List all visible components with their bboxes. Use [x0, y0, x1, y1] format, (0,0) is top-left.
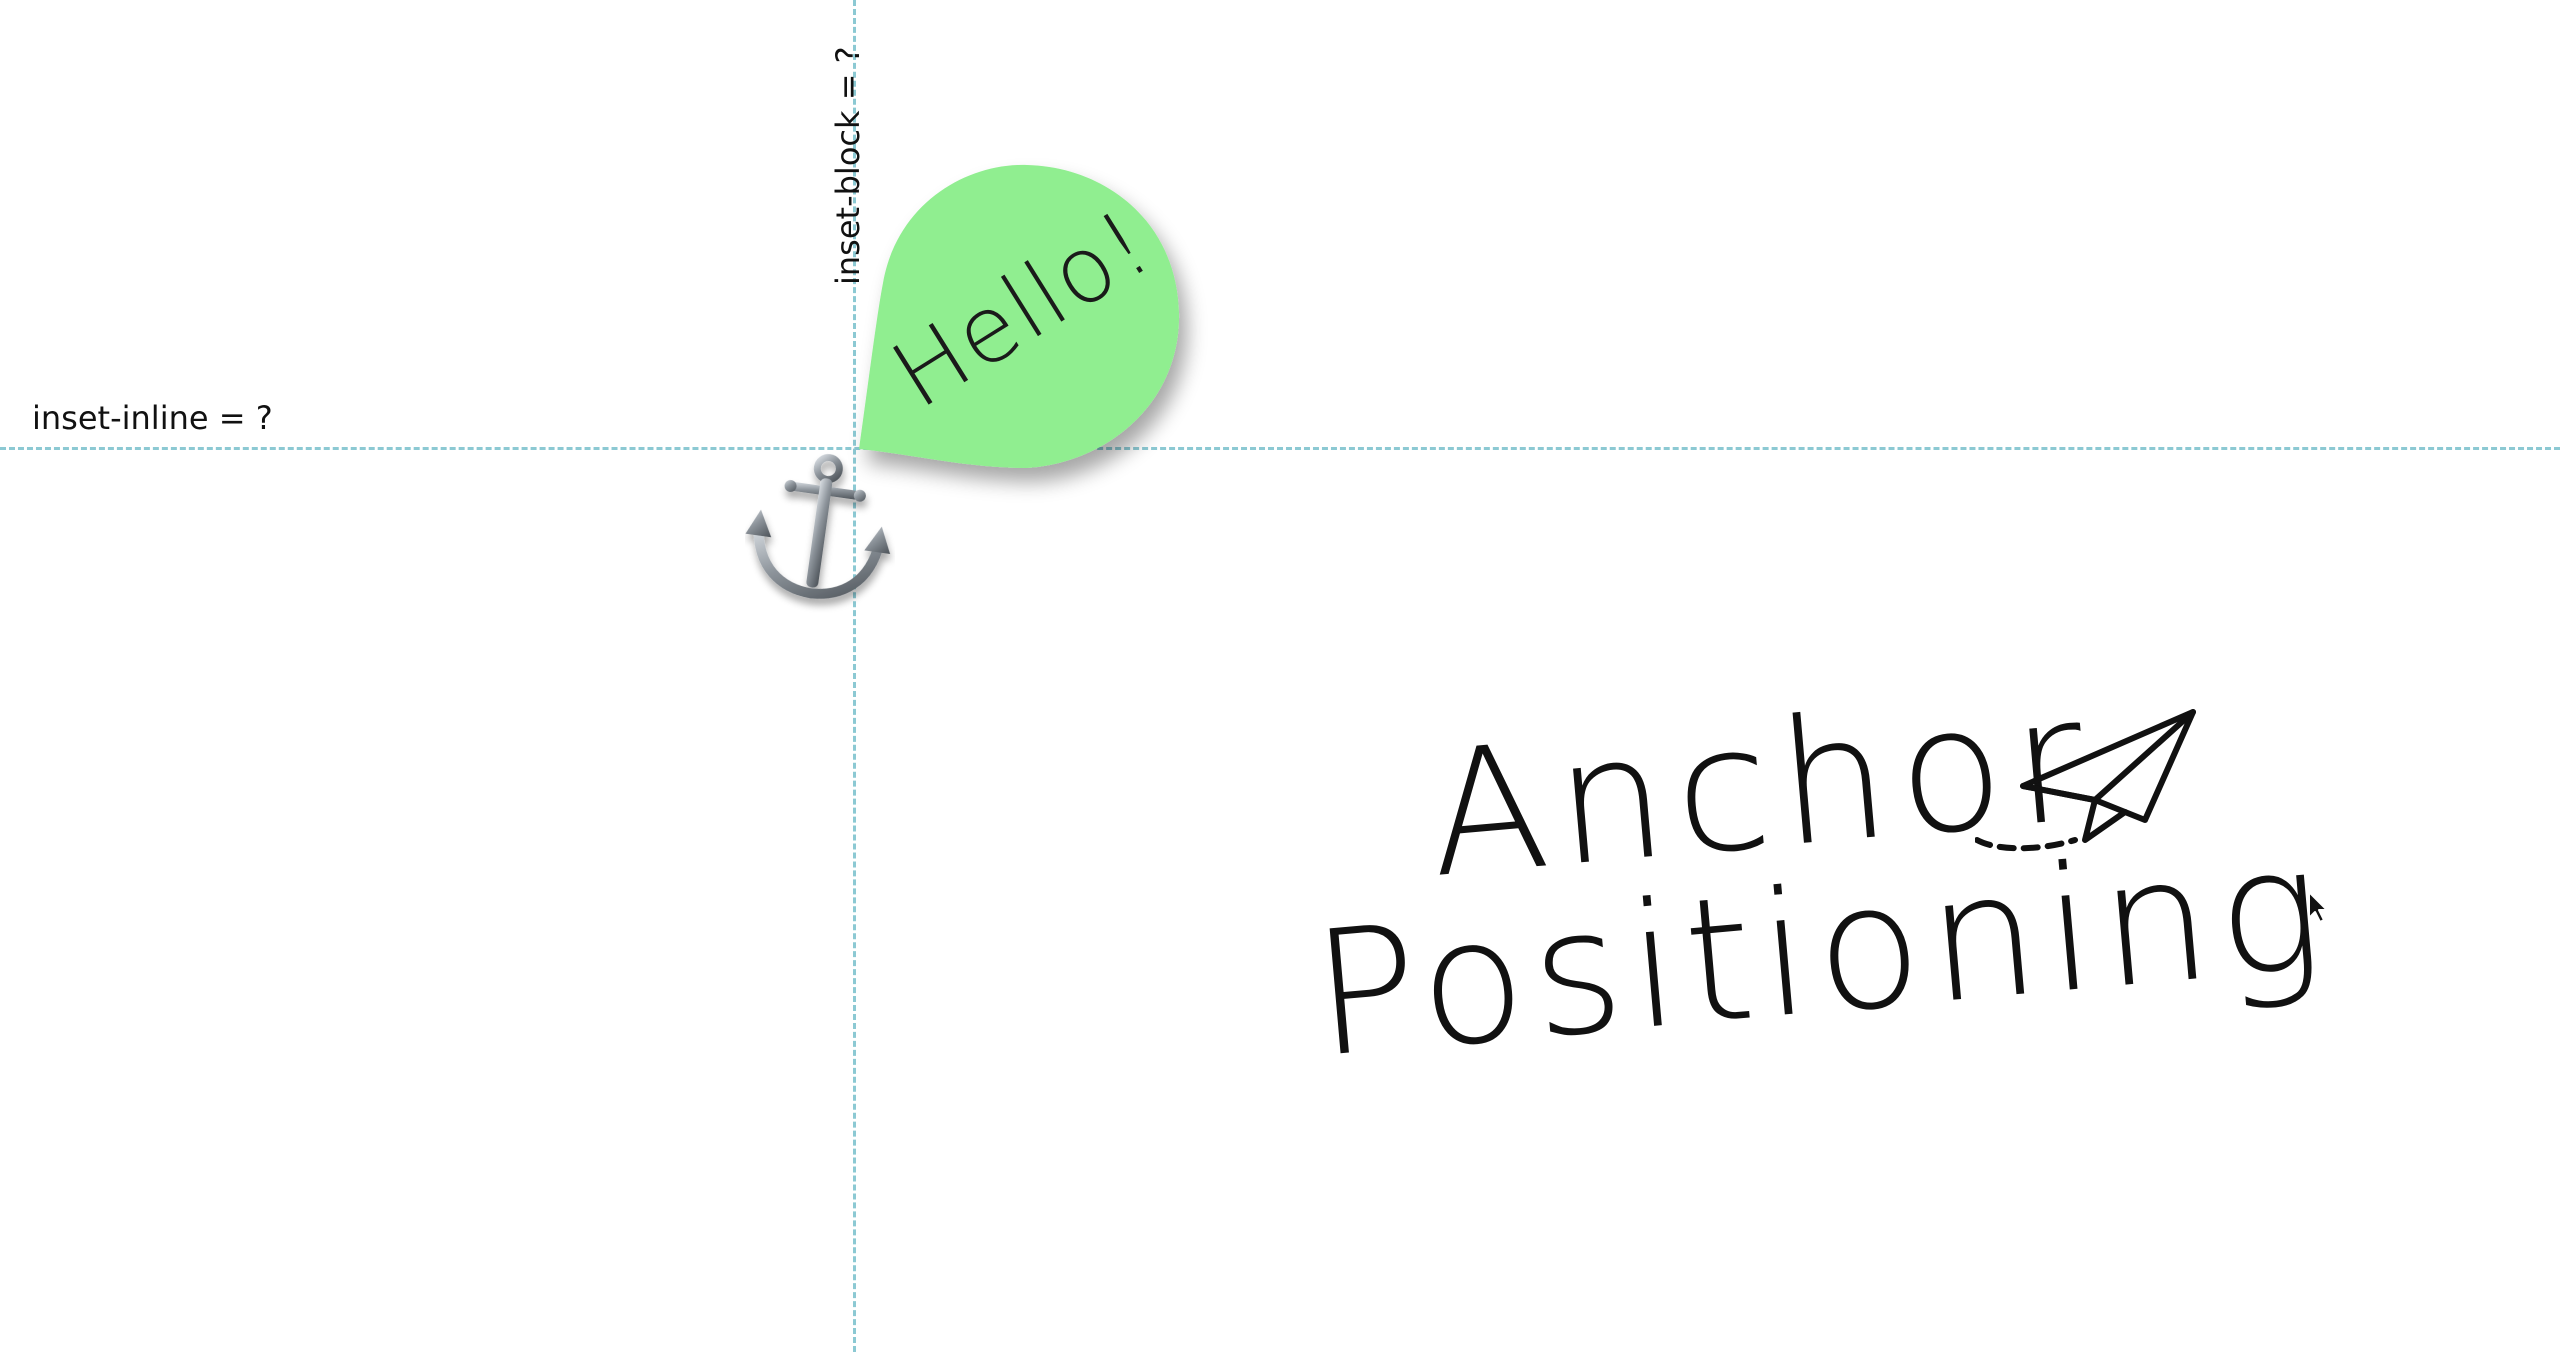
horizontal-guide-line: [0, 447, 2560, 450]
mouse-pointer-icon: [2307, 890, 2329, 924]
vertical-guide-line: [853, 0, 856, 1352]
anchored-bubble[interactable]: [857, 163, 1183, 473]
anchor-icon[interactable]: [745, 448, 895, 613]
inset-inline-label: inset-inline = ?: [32, 399, 273, 437]
paper-plane-icon: [1974, 700, 2210, 870]
